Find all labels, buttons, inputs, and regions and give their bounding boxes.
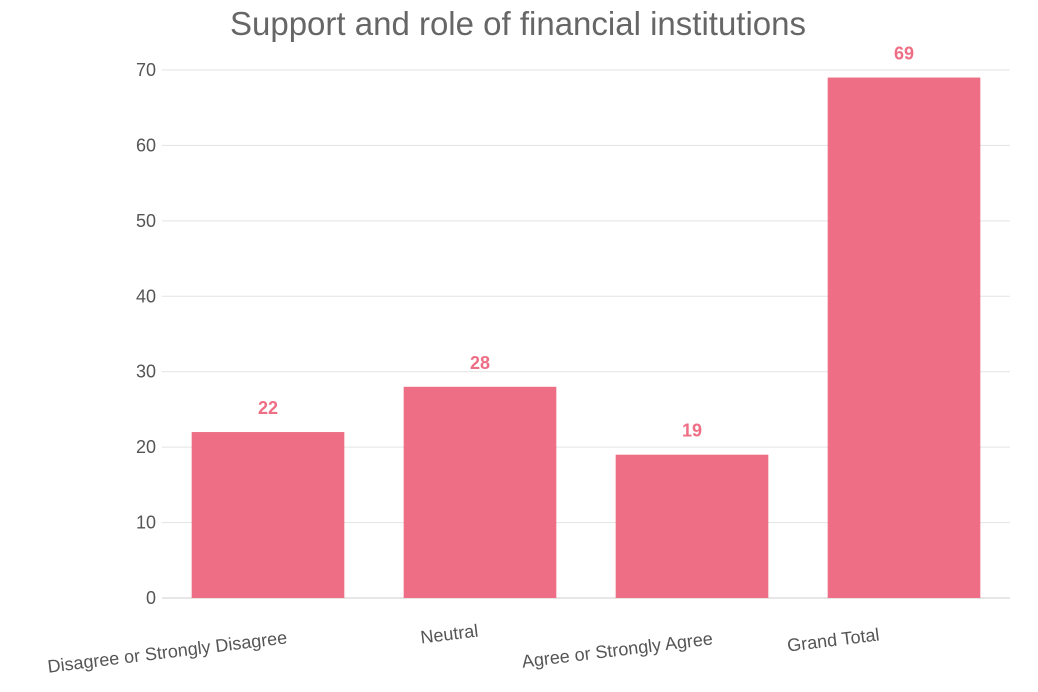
data-label: 22 — [258, 398, 278, 418]
y-tick-label: 50 — [136, 211, 156, 231]
bar — [615, 454, 769, 598]
bar — [403, 386, 557, 598]
y-tick-label: 60 — [136, 135, 156, 155]
bars — [191, 77, 981, 599]
x-tick-label: Disagree or Strongly Disagree — [46, 627, 288, 676]
data-label: 28 — [470, 353, 490, 373]
data-labels: 22 28 19 69 — [258, 44, 914, 441]
data-label: 19 — [682, 421, 702, 441]
bar — [827, 77, 981, 599]
y-tick-label: 0 — [146, 588, 156, 608]
x-tick-label: Neutral — [419, 621, 479, 648]
y-tick-label: 10 — [136, 513, 156, 533]
bar — [191, 432, 345, 598]
y-tick-label: 70 — [136, 60, 156, 80]
y-tick-label: 40 — [136, 286, 156, 306]
y-tick-label: 30 — [136, 362, 156, 382]
data-label: 69 — [894, 44, 914, 64]
x-tick-label: Agree or Strongly Agree — [521, 628, 714, 671]
y-tick-label: 20 — [136, 437, 156, 457]
x-tick-label: Grand Total — [786, 624, 880, 655]
chart-title: Support and role of financial institutio… — [230, 5, 806, 42]
y-axis-ticks: 0 10 20 30 40 50 60 70 — [136, 60, 156, 608]
x-axis-ticks: Disagree or Strongly Disagree Neutral Agre… — [46, 621, 880, 677]
